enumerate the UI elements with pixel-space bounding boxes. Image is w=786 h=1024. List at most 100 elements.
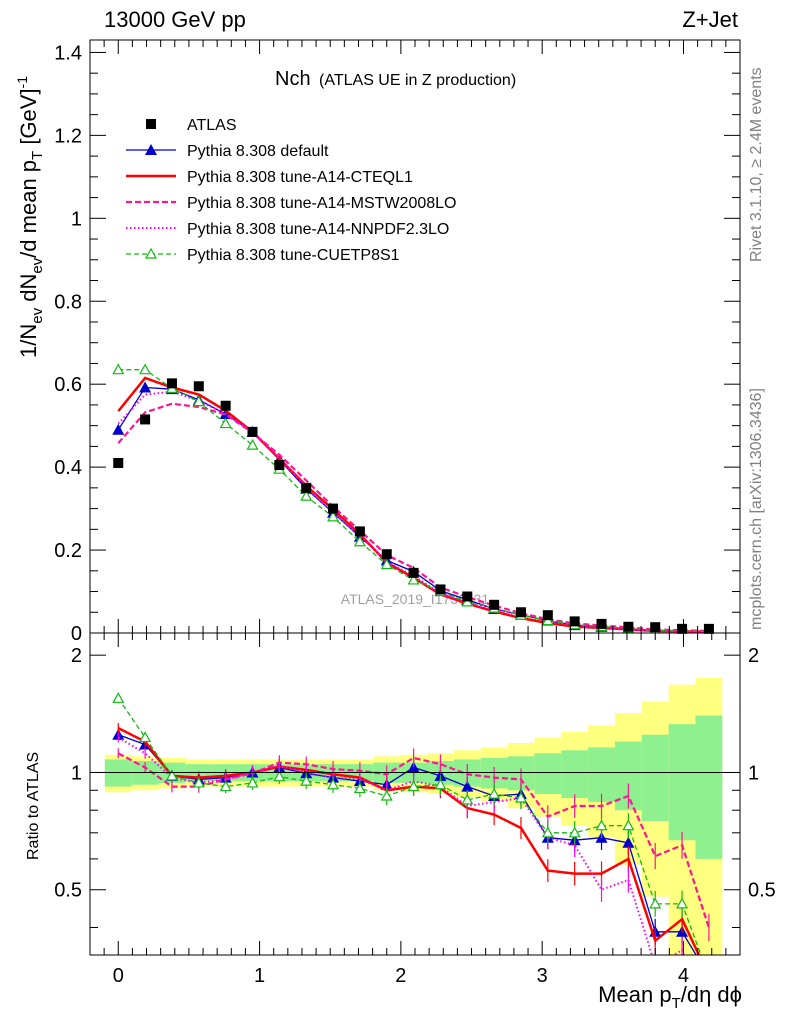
- data-point: [462, 591, 473, 602]
- ratio-marker-pythia-8-308-default: [703, 970, 715, 981]
- chart-title-sub: (ATLAS UE in Z production): [319, 72, 516, 89]
- series-marker-pythia-8-308-default: [112, 423, 125, 435]
- data-point: [328, 503, 339, 514]
- ratio-marker-pythia-8-308-tune-cuetp8s1: [327, 778, 340, 790]
- data-point: [623, 621, 634, 632]
- data-point: [435, 584, 446, 595]
- ratio-marker-pythia-8-308-tune-cuetp8s1: [273, 770, 286, 782]
- series-marker-pythia-8-308-tune-cuetp8s1: [353, 535, 366, 547]
- x-tick-label: 3: [537, 965, 548, 987]
- ratio-y-tick-label-right: 0.5: [748, 880, 776, 902]
- ratio-marker-pythia-8-308-tune-cuetp8s1: [434, 778, 447, 790]
- ratio-marker-pythia-8-308-tune-cuetp8s1: [541, 826, 554, 838]
- data-point: [381, 549, 392, 560]
- inner-band-bin: [641, 734, 669, 822]
- ratio-marker-pythia-8-308-tune-cuetp8s1: [380, 789, 393, 801]
- ratio-line-pythia-8-308-tune-cuetp8s1: [117, 697, 702, 955]
- ratio-marker-pythia-8-308-tune-cuetp8s1: [165, 769, 178, 781]
- data-point: [301, 482, 312, 493]
- mcplots-label: mcplots.cern.ch [arXiv:1306.3436]: [748, 388, 765, 630]
- series-marker-pythia-8-308-tune-cuetp8s1: [246, 438, 259, 450]
- ratio-marker-pythia-8-308-tune-cuetp8s1: [112, 692, 125, 703]
- ratio-marker-pythia-8-308-tune-cuetp8s1: [461, 793, 474, 805]
- inner-band-bin: [695, 715, 723, 859]
- x-tick-label: 1: [254, 965, 265, 987]
- data-point: [193, 381, 204, 392]
- series-marker-pythia-8-308-tune-cuetp8s1: [407, 573, 420, 585]
- ratio-marker-pythia-8-308-tune-cuetp8s1: [488, 787, 501, 799]
- data-point: [247, 426, 258, 437]
- chart-title: Nch (ATLAS UE in Z production): [275, 68, 516, 90]
- rivet-version-label: Rivet 3.1.10, ≥ 2.4M events: [748, 67, 765, 262]
- data-point: [596, 618, 607, 629]
- ratio-y-tick-label-left: 2: [71, 645, 82, 667]
- axis-ticks: 0 1 2 3 4 0 0.2 0.4 0.6 0.8 1 1.2 1.4 0.5 0.5 1 1 2 2: [54, 40, 776, 987]
- ratio-y-tick-label-right: 1: [748, 762, 759, 784]
- series-marker-pythia-8-308-tune-cuetp8s1: [219, 417, 232, 429]
- y-tick-label: 0.4: [54, 457, 82, 479]
- legend-label-pythia-8-308-tune-cuetp8s1: Pythia 8.308 tune-CUETP8S1: [187, 247, 400, 264]
- series-marker-pythia-8-308-tune-cuetp8s1: [300, 489, 313, 501]
- x-axis-label: Mean pT/dη dϕ: [598, 982, 742, 1012]
- series-marker-pythia-8-308-default: [139, 381, 152, 393]
- y-tick-label: 0.6: [54, 374, 82, 396]
- ratio-marker-pythia-8-308-tune-cuetp8s1: [649, 897, 662, 909]
- data-point: [354, 526, 365, 537]
- ratio-marker-pythia-8-308-tune-cuetp8s1: [595, 819, 608, 831]
- legend-marker-pythia-8-308-tune-cuetp8s1: [144, 247, 158, 259]
- x-tick-label: 0: [113, 965, 124, 987]
- ratio-marker-pythia-8-308-tune-cuetp8s1: [353, 782, 366, 794]
- ratio-y-tick-label-right: 2: [748, 645, 759, 667]
- ratio-marker-pythia-8-308-tune-cuetp8s1: [514, 791, 527, 803]
- series-marker-pythia-8-308-tune-cuetp8s1: [192, 395, 205, 407]
- x-tick-label: 2: [395, 965, 406, 987]
- series-line-pythia-8-308-tune-a14-nnpdf2-3lo: [117, 390, 709, 633]
- legend-label-pythia-8-308-tune-a14-cteql1: Pythia 8.308 tune-A14-CTEQL1: [187, 169, 413, 186]
- series-marker-pythia-8-308-tune-cuetp8s1: [327, 510, 340, 522]
- ratio-marker-pythia-8-308-tune-cuetp8s1: [622, 819, 635, 831]
- inner-band-bin: [104, 759, 132, 787]
- ratio-marker-pythia-8-308-tune-cuetp8s1: [219, 780, 232, 792]
- ratio-marker-pythia-8-308-tune-cuetp8s1: [676, 897, 689, 909]
- data-point: [274, 460, 285, 471]
- data-point: [569, 616, 580, 627]
- data-point: [515, 607, 526, 618]
- ratio-marker-pythia-8-308-tune-cuetp8s1: [192, 776, 205, 788]
- ratio-marker-pythia-8-308-tune-cuetp8s1: [300, 774, 313, 786]
- ratio-series-group: [112, 692, 715, 981]
- data-point: [166, 378, 177, 389]
- ratio-line-pythia-8-308-tune-a14-mstw2008lo: [117, 752, 710, 928]
- ratio-y-tick-label-left: 1: [71, 762, 82, 784]
- data-point: [113, 457, 124, 468]
- data-point: [489, 599, 500, 610]
- ratio-marker-pythia-8-308-tune-cuetp8s1: [704, 971, 714, 980]
- y-tick-label: 0.8: [54, 291, 82, 313]
- legend-label-pythia-8-308-tune-a14-nnpdf2-3lo: Pythia 8.308 tune-A14-NNPDF2.3LO: [187, 221, 449, 238]
- legend-marker-atlas: [146, 119, 156, 129]
- series-line-pythia-8-308-tune-a14-mstw2008lo: [117, 402, 709, 632]
- ratio-y-tick-label-left: 0.5: [54, 880, 82, 902]
- ratio-marker-pythia-8-308-tune-cuetp8s1: [568, 826, 581, 838]
- ratio-y-axis-label: Ratio to ATLAS: [25, 752, 42, 860]
- series-marker-pythia-8-308-tune-cuetp8s1: [112, 363, 125, 375]
- legend-label-pythia-8-308-tune-a14-mstw2008lo: Pythia 8.308 tune-A14-MSTW2008LO: [187, 195, 456, 212]
- data-point: [408, 567, 419, 578]
- legend-label-atlas: ATLAS: [187, 117, 237, 134]
- ratio-marker-pythia-8-308-tune-cuetp8s1: [139, 731, 152, 743]
- y-tick-label: 1: [71, 208, 82, 230]
- x-tick-label: 4: [678, 965, 689, 987]
- ratio-marker-pythia-8-308-default: [622, 836, 635, 848]
- process-label: Z+Jet: [682, 7, 738, 32]
- inner-band-bin: [534, 753, 562, 795]
- y-tick-label: 0.2: [54, 540, 82, 562]
- y-tick-label: 1.4: [54, 42, 82, 64]
- energy-label: 13000 GeV pp: [104, 7, 246, 32]
- chart-title-main: Nch: [275, 68, 311, 90]
- inner-band-bin: [561, 750, 589, 798]
- series-marker-pythia-8-308-tune-cuetp8s1: [380, 558, 393, 570]
- legend-label-pythia-8-308-default: Pythia 8.308 default: [187, 143, 329, 160]
- data-point: [703, 623, 714, 634]
- data-point: [140, 414, 151, 425]
- ratio-marker-pythia-8-308-default: [461, 780, 474, 792]
